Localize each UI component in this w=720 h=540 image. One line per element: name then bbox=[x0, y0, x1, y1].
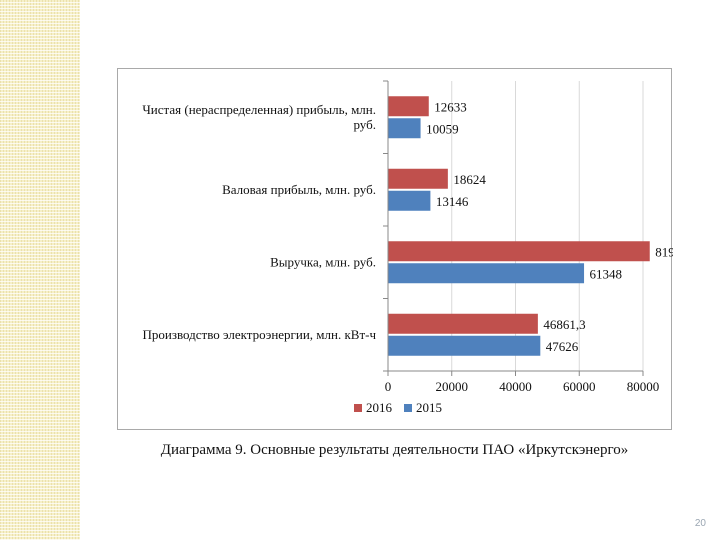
legend-swatch-2016 bbox=[354, 404, 362, 412]
data-label-2016: 46861,3 bbox=[543, 317, 585, 332]
x-tick-label: 60000 bbox=[563, 379, 596, 394]
slide-number: 20 bbox=[694, 518, 706, 529]
data-label-2016: 81960 bbox=[655, 244, 673, 259]
legend-swatch-2015 bbox=[404, 404, 412, 412]
category-label: Выручка, млн. руб. bbox=[270, 254, 376, 269]
category-label: Производство электроэнергии, млн. кВт-ч bbox=[142, 327, 376, 342]
bar-2015 bbox=[388, 263, 585, 284]
bar-2016 bbox=[388, 96, 429, 117]
category-label: Чистая (нераспределенная) прибыль, млн. р… bbox=[142, 102, 376, 132]
x-tick-label: 40000 bbox=[499, 379, 532, 394]
data-label-2016: 12633 bbox=[434, 99, 467, 114]
bar-2016 bbox=[388, 168, 448, 189]
data-label-2016: 18624 bbox=[453, 172, 486, 187]
bar-2015 bbox=[388, 190, 431, 211]
data-label-2015: 47626 bbox=[546, 339, 579, 354]
x-tick-label: 20000 bbox=[436, 379, 469, 394]
category-label: Валовая прибыль, млн. руб. bbox=[222, 182, 376, 197]
bar-2015 bbox=[388, 335, 541, 356]
x-tick-label: 0 bbox=[385, 379, 392, 394]
x-tick-label: 80000 bbox=[627, 379, 660, 394]
data-label-2015: 13146 bbox=[436, 194, 469, 209]
bar-2016 bbox=[388, 241, 650, 262]
bar-2016 bbox=[388, 313, 538, 334]
legend-label: 2016 bbox=[366, 400, 393, 415]
data-label-2015: 61348 bbox=[590, 266, 623, 281]
bar-2015 bbox=[388, 118, 421, 139]
legend-label: 2015 bbox=[416, 400, 442, 415]
decorative-side-pattern bbox=[0, 0, 80, 540]
bar-chart: 0 20000 40000 60000 80000 Чистая (нераспредел… bbox=[142, 80, 673, 415]
chart-caption: Диаграмма 9. Основные результаты деятель… bbox=[160, 442, 629, 458]
chart-frame: 0 20000 40000 60000 80000 Чистая (нераспредел… bbox=[117, 68, 673, 430]
data-label-2015: 10059 bbox=[426, 121, 459, 136]
